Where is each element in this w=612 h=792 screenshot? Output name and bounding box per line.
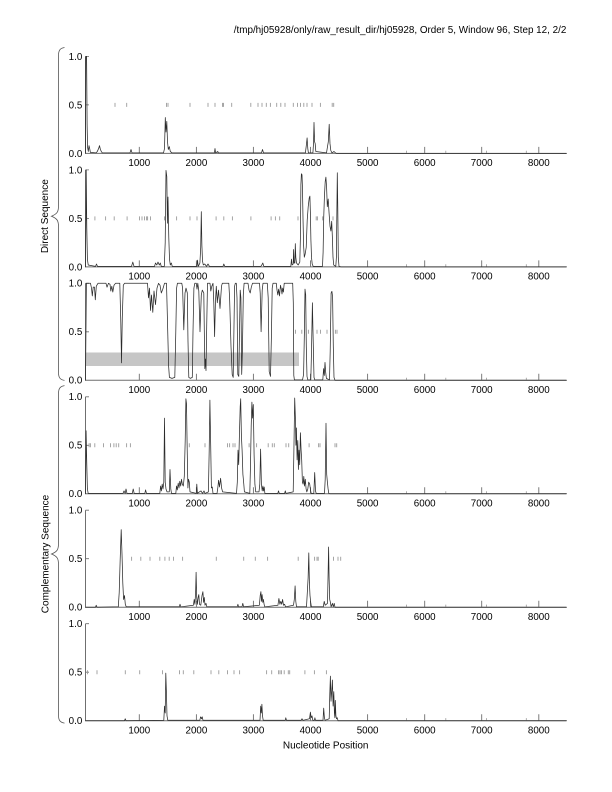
svg-text:2000: 2000 xyxy=(186,498,208,509)
svg-text:1000: 1000 xyxy=(128,158,150,169)
svg-text:0.0: 0.0 xyxy=(69,716,83,727)
svg-text:0.5: 0.5 xyxy=(69,668,83,679)
svg-text:6000: 6000 xyxy=(414,498,436,509)
svg-text:1.0: 1.0 xyxy=(69,52,83,63)
svg-text:2000: 2000 xyxy=(186,385,208,396)
svg-text:7000: 7000 xyxy=(471,725,493,736)
svg-text:0.5: 0.5 xyxy=(69,554,83,565)
svg-text:4000: 4000 xyxy=(300,158,322,169)
svg-text:5000: 5000 xyxy=(357,725,379,736)
svg-text:7000: 7000 xyxy=(471,612,493,623)
svg-text:4000: 4000 xyxy=(300,612,322,623)
svg-text:5000: 5000 xyxy=(357,498,379,509)
svg-text:6000: 6000 xyxy=(414,612,436,623)
svg-text:5000: 5000 xyxy=(357,272,379,283)
svg-text:0.0: 0.0 xyxy=(69,262,83,273)
svg-text:3000: 3000 xyxy=(243,158,265,169)
svg-text:6000: 6000 xyxy=(414,725,436,736)
svg-text:4000: 4000 xyxy=(300,725,322,736)
svg-text:4000: 4000 xyxy=(300,385,322,396)
svg-text:1000: 1000 xyxy=(128,725,150,736)
svg-text:2000: 2000 xyxy=(186,612,208,623)
svg-text:8000: 8000 xyxy=(528,158,550,169)
svg-text:5000: 5000 xyxy=(357,158,379,169)
svg-text:Direct Sequence: Direct Sequence xyxy=(40,179,51,253)
svg-text:4000: 4000 xyxy=(300,498,322,509)
svg-text:3000: 3000 xyxy=(243,498,265,509)
svg-text:7000: 7000 xyxy=(471,385,493,396)
svg-text:1.0: 1.0 xyxy=(69,392,83,403)
svg-text:Nucleotide Position: Nucleotide Position xyxy=(283,741,369,752)
svg-text:1000: 1000 xyxy=(128,612,150,623)
svg-text:/tmp/hj05928/only/raw_result_d: /tmp/hj05928/only/raw_result_dir/hj05928… xyxy=(234,25,567,36)
svg-text:6000: 6000 xyxy=(414,158,436,169)
svg-text:2000: 2000 xyxy=(186,272,208,283)
svg-text:1.0: 1.0 xyxy=(69,506,83,517)
svg-text:1000: 1000 xyxy=(128,385,150,396)
svg-text:3000: 3000 xyxy=(243,272,265,283)
svg-text:1000: 1000 xyxy=(128,498,150,509)
svg-text:0.0: 0.0 xyxy=(69,489,83,500)
svg-text:4000: 4000 xyxy=(300,272,322,283)
svg-text:6000: 6000 xyxy=(414,385,436,396)
svg-text:6000: 6000 xyxy=(414,272,436,283)
svg-text:7000: 7000 xyxy=(471,272,493,283)
svg-text:0.0: 0.0 xyxy=(69,603,83,614)
svg-text:8000: 8000 xyxy=(528,385,550,396)
svg-text:7000: 7000 xyxy=(471,498,493,509)
svg-text:1.0: 1.0 xyxy=(69,619,83,630)
svg-text:8000: 8000 xyxy=(528,725,550,736)
svg-text:0.5: 0.5 xyxy=(69,441,83,452)
svg-text:1.0: 1.0 xyxy=(69,165,83,176)
svg-text:0.0: 0.0 xyxy=(69,149,83,160)
svg-text:0.5: 0.5 xyxy=(69,214,83,225)
svg-text:3000: 3000 xyxy=(243,612,265,623)
svg-text:8000: 8000 xyxy=(528,612,550,623)
svg-text:2000: 2000 xyxy=(186,158,208,169)
svg-text:5000: 5000 xyxy=(357,612,379,623)
svg-text:Complementary Sequence: Complementary Sequence xyxy=(41,494,52,613)
svg-text:5000: 5000 xyxy=(357,385,379,396)
svg-text:8000: 8000 xyxy=(528,272,550,283)
svg-text:2000: 2000 xyxy=(186,725,208,736)
svg-text:1.0: 1.0 xyxy=(69,279,83,290)
svg-text:8000: 8000 xyxy=(528,498,550,509)
svg-text:0.0: 0.0 xyxy=(69,376,83,387)
svg-text:7000: 7000 xyxy=(471,158,493,169)
svg-text:3000: 3000 xyxy=(243,385,265,396)
svg-text:0.5: 0.5 xyxy=(69,100,83,111)
svg-text:1000: 1000 xyxy=(128,272,150,283)
svg-text:0.5: 0.5 xyxy=(69,327,83,338)
svg-text:3000: 3000 xyxy=(243,725,265,736)
